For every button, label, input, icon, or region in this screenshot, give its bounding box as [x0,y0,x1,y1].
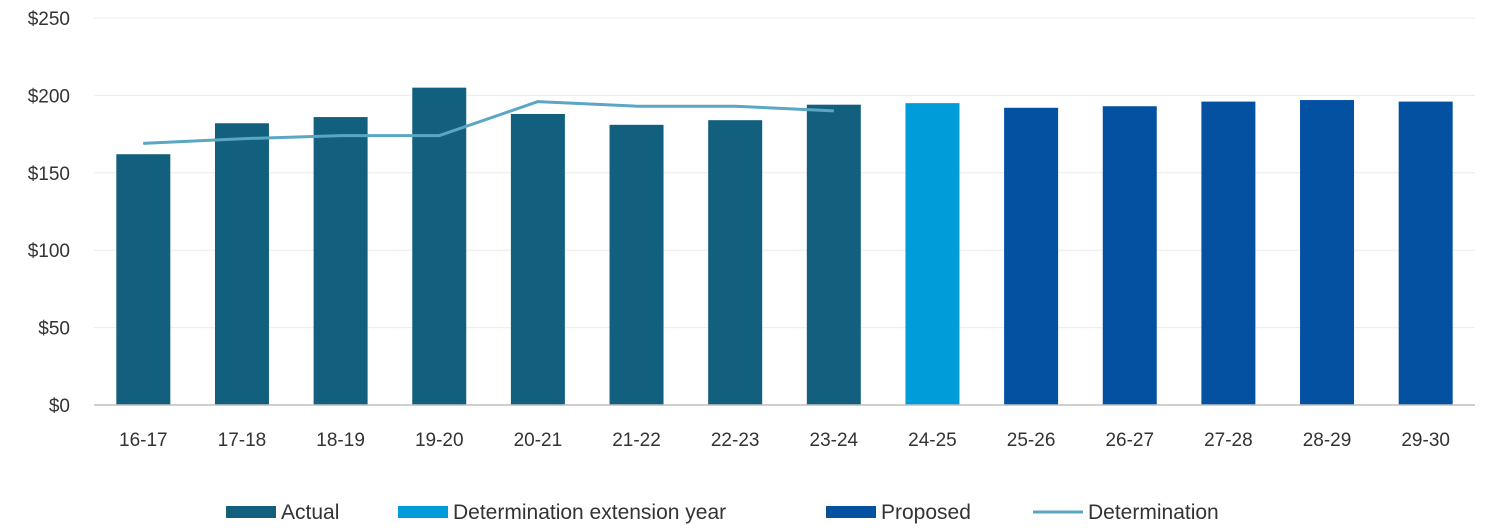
x-tick-label: 28-29 [1303,430,1352,451]
bar-actual-18-19 [313,117,368,406]
determination-line [142,100,835,145]
bar-proposed-29-30 [1398,101,1453,405]
bar-proposed-25-26 [1004,107,1059,405]
bar-actual-19-20 [412,87,467,405]
bar-actual-21-22 [609,124,664,405]
x-tick-label: 17-18 [218,430,267,451]
gridlines [94,17,1475,329]
x-tick-label: 19-20 [415,430,464,451]
legend-item-determination: Determination [1033,501,1219,524]
bar-actual-17-18 [214,123,269,405]
x-tick-label: 22-23 [711,430,760,451]
point-determination-23-24 [833,110,835,112]
x-tick-label: 29-30 [1401,430,1450,451]
legend-label: Determination [1088,501,1219,524]
bar-proposed-26-27 [1102,106,1157,406]
x-tick-label: 24-25 [908,430,957,451]
x-tick-label: 21-22 [612,430,661,451]
point-determination-21-22 [636,105,638,107]
y-tick-label: $100 [28,241,70,262]
bar-proposed-28-29 [1300,100,1355,405]
point-determination-19-20 [438,135,440,137]
legend-item-determination-extension-year: Determination extension year [398,501,726,524]
point-determination-22-23 [734,105,736,107]
bar-proposed-27-28 [1201,101,1256,405]
legend-swatch [826,506,876,518]
bar-determination-extension-year-24-25 [905,103,960,405]
legend-item-proposed: Proposed [826,501,971,524]
y-tick-label: $50 [38,319,70,340]
y-tick-label: $0 [49,396,70,417]
bar-actual-22-23 [708,120,763,405]
bar-actual-16-17 [116,154,171,405]
point-determination-16-17 [142,142,144,144]
x-tick-label: 26-27 [1105,430,1154,451]
legend-label: Proposed [881,501,971,524]
line-determination [143,100,834,145]
x-tick-label: 20-21 [514,430,563,451]
legend-label: Actual [281,501,339,524]
x-tick-label: 27-28 [1204,430,1253,451]
legend-item-actual: Actual [226,501,339,524]
point-determination-17-18 [241,138,243,140]
legend-label: Determination extension year [453,501,726,524]
point-determination-18-19 [340,135,342,137]
y-axis-tick-labels: $0 $50 $100 $150 $200 $250 [28,9,70,417]
bars [116,87,1453,406]
legend: Actual Determination extension year Propos… [226,501,1219,524]
legend-swatch [226,506,276,518]
legend-swatch [398,506,448,518]
point-determination-20-21 [537,101,539,103]
y-tick-label: $150 [28,164,70,185]
x-tick-label: 25-26 [1007,430,1056,451]
x-tick-label: 23-24 [810,430,859,451]
x-tick-label: 18-19 [316,430,365,451]
bar-actual-20-21 [510,113,565,405]
x-tick-label: 16-17 [119,430,168,451]
bar-actual-23-24 [806,104,861,406]
y-tick-label: $200 [28,86,70,107]
y-tick-label: $250 [28,9,70,30]
x-axis-tick-labels: 16-17 17-18 18-19 19-20 20-21 21-22 22-23 23-24… [119,430,1450,451]
